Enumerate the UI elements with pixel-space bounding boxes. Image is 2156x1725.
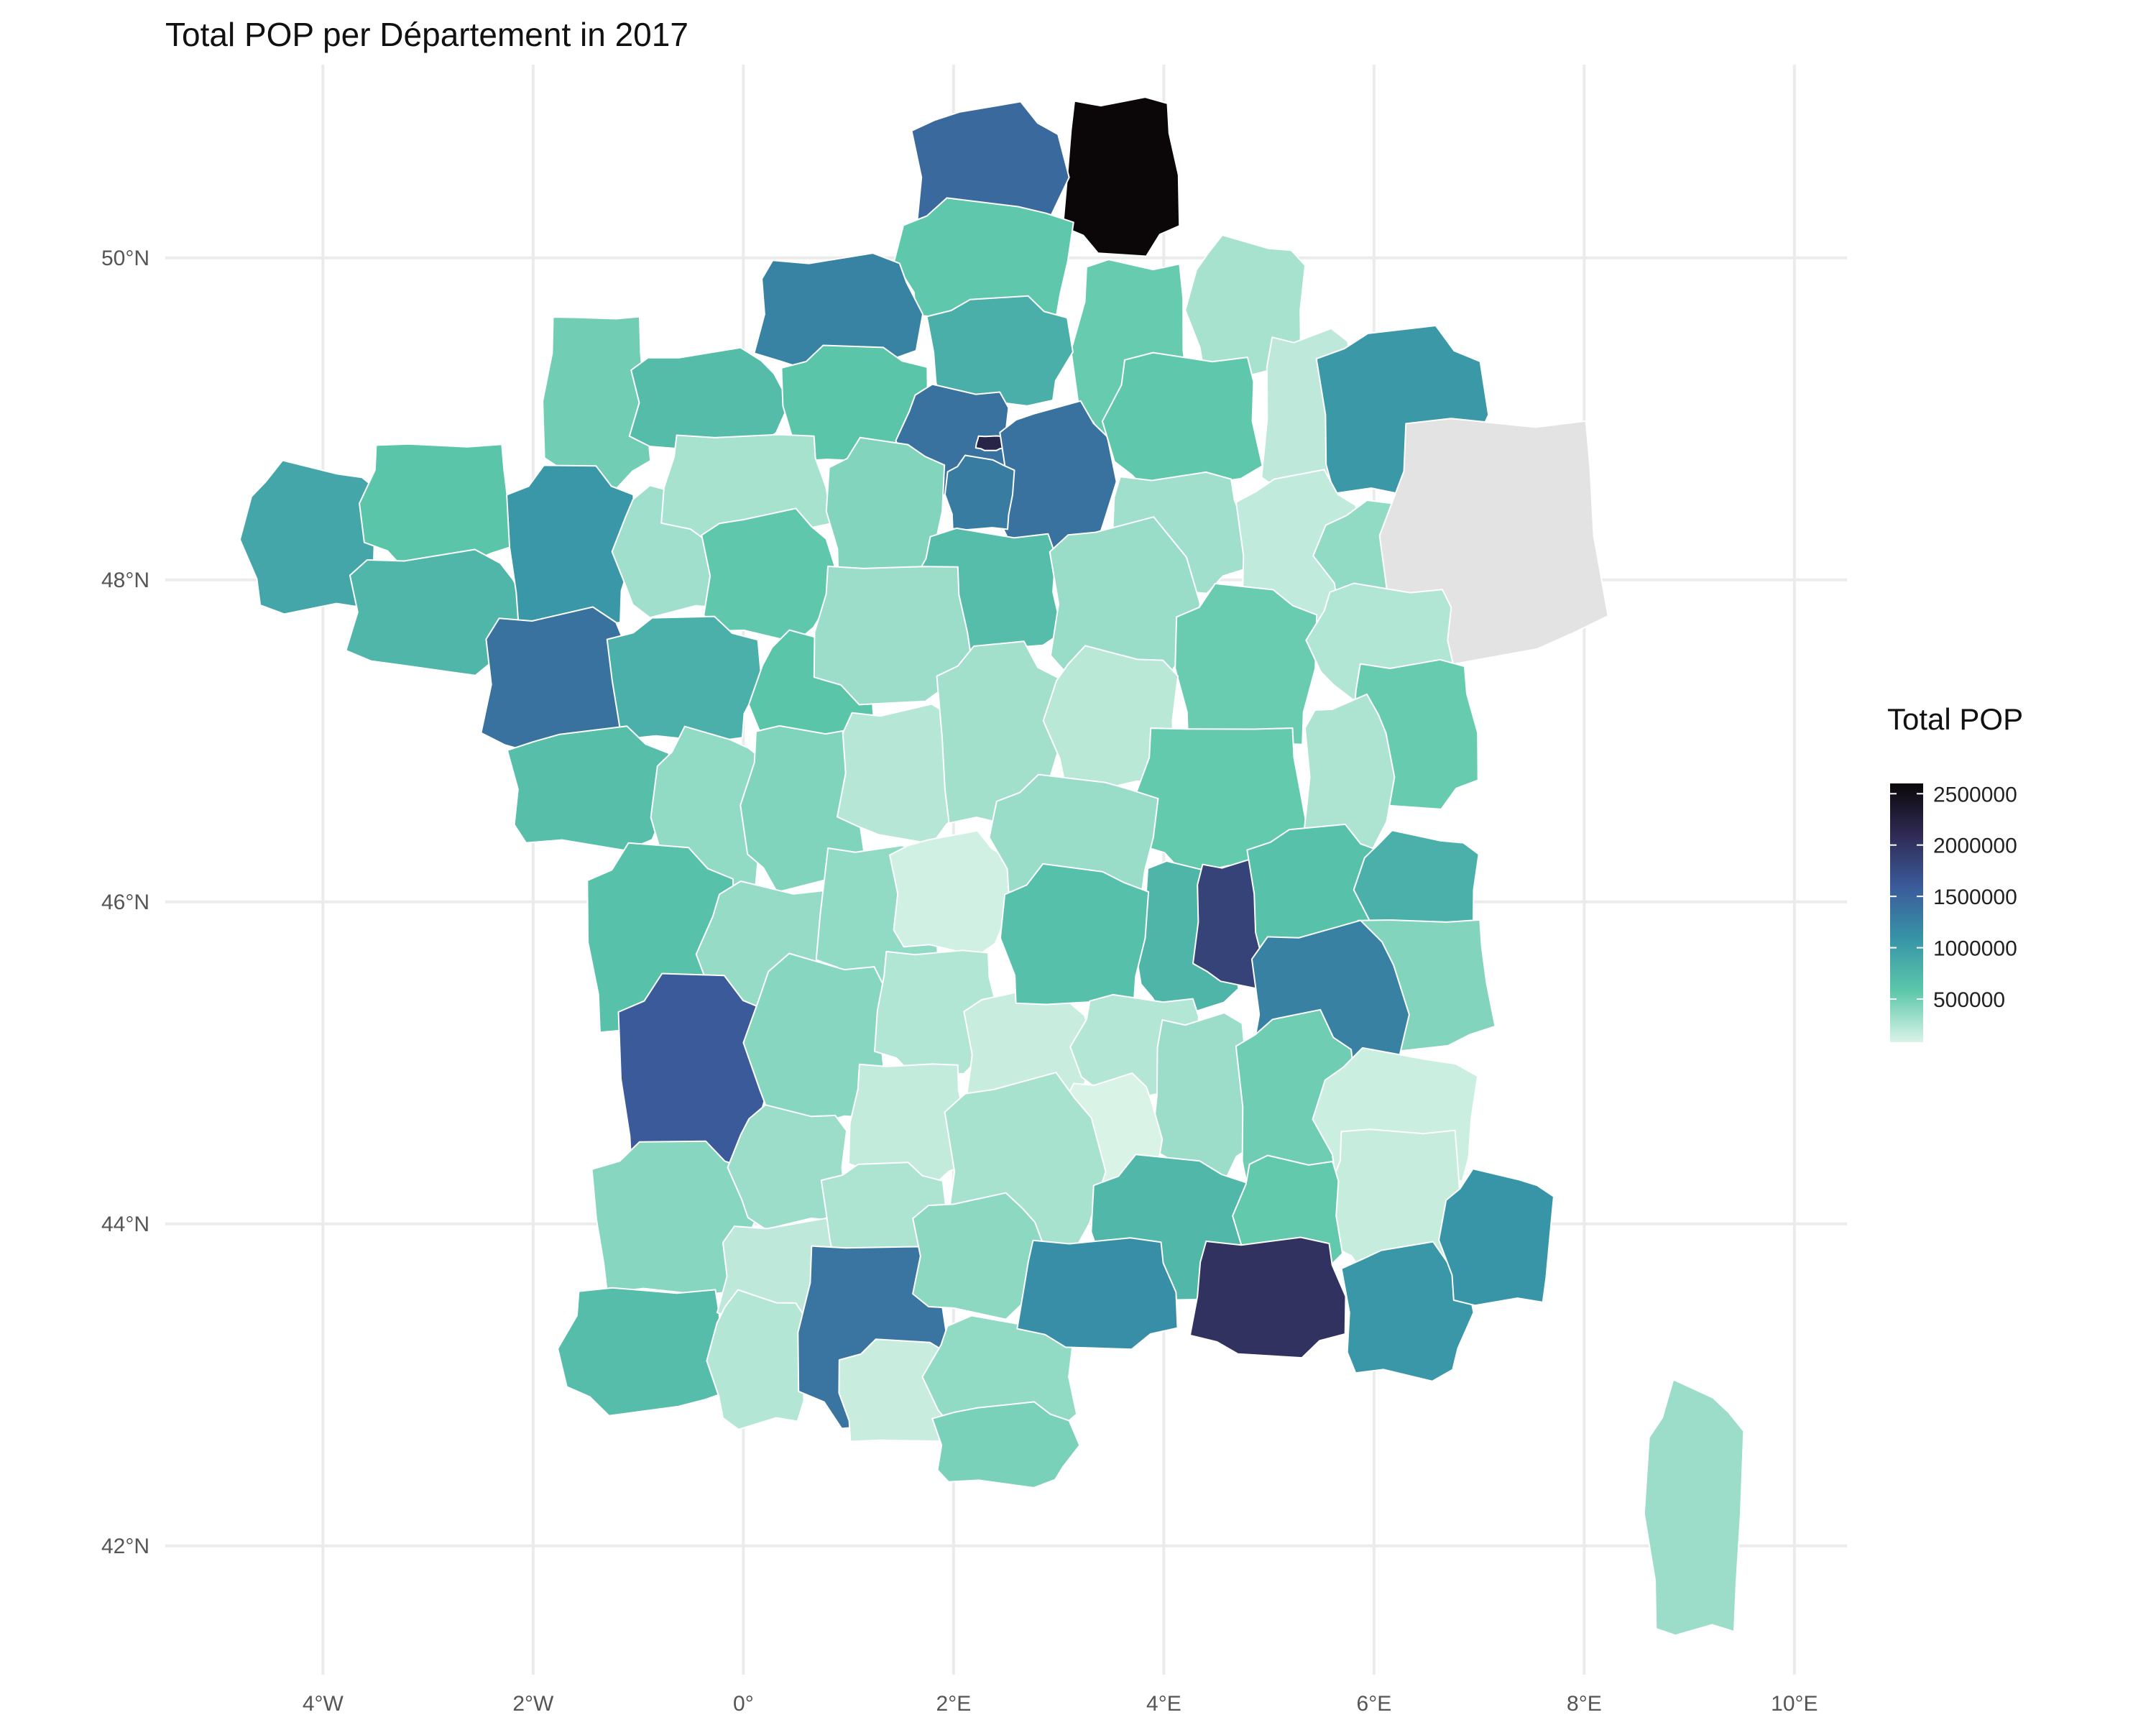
department-region bbox=[926, 295, 1074, 407]
department-region bbox=[1438, 1168, 1554, 1307]
y-tick-label: 48°N bbox=[101, 569, 149, 592]
department-region bbox=[931, 1401, 1081, 1489]
department-region bbox=[1016, 1237, 1179, 1351]
department-region bbox=[506, 725, 681, 852]
department-region bbox=[889, 829, 1018, 957]
x-tick-label: 6°E bbox=[1357, 1692, 1392, 1716]
legend: Total POP 2500000 2000000 1500000 1000000 50… bbox=[1887, 702, 2023, 1042]
x-tick-label: 2°W bbox=[512, 1692, 554, 1716]
department-region bbox=[1304, 693, 1396, 861]
chart-title: Total POP per Département in 2017 bbox=[165, 16, 688, 53]
x-tick-label: 10°E bbox=[1771, 1692, 1818, 1716]
department-region bbox=[706, 1289, 807, 1430]
y-tick-label: 42°N bbox=[101, 1535, 149, 1558]
department-region bbox=[1643, 1379, 1745, 1637]
department-region bbox=[1189, 1236, 1347, 1359]
department-region bbox=[1151, 1012, 1256, 1182]
y-axis-ticks: 42°N 44°N 46°N 48°N 50°N bbox=[101, 247, 149, 1558]
legend-label: 1000000 bbox=[1933, 937, 2017, 961]
x-tick-label: 2°E bbox=[936, 1692, 972, 1716]
x-tick-label: 4°W bbox=[303, 1692, 344, 1716]
legend-title: Total POP bbox=[1887, 702, 2023, 736]
department-region bbox=[848, 1063, 972, 1189]
department-region bbox=[557, 1287, 733, 1417]
legend-label: 500000 bbox=[1933, 988, 2005, 1012]
x-tick-label: 4°E bbox=[1146, 1692, 1181, 1716]
department-region bbox=[944, 454, 1015, 531]
department-region bbox=[1061, 96, 1181, 257]
x-tick-label: 8°E bbox=[1567, 1692, 1602, 1716]
department-region bbox=[912, 1192, 1049, 1320]
legend-label: 2500000 bbox=[1933, 783, 2017, 806]
legend-colorbar bbox=[1890, 783, 1923, 1042]
department-region bbox=[542, 316, 652, 497]
map-regions bbox=[239, 96, 1745, 1637]
department-region bbox=[701, 507, 839, 643]
x-tick-label: 0° bbox=[733, 1692, 754, 1716]
department-region bbox=[606, 615, 763, 742]
y-tick-label: 46°N bbox=[101, 891, 149, 914]
x-axis-ticks: 4°W 2°W 0° 2°E 4°E 6°E 8°E 10°E bbox=[303, 1692, 1818, 1716]
legend-label: 1500000 bbox=[1933, 886, 2017, 909]
legend-label: 2000000 bbox=[1933, 834, 2017, 858]
y-tick-label: 44°N bbox=[101, 1213, 149, 1236]
department-region bbox=[1340, 1241, 1475, 1382]
legend-ticks: 2500000 2000000 1500000 1000000 500000 bbox=[1890, 783, 2017, 1012]
y-tick-label: 50°N bbox=[101, 247, 149, 270]
